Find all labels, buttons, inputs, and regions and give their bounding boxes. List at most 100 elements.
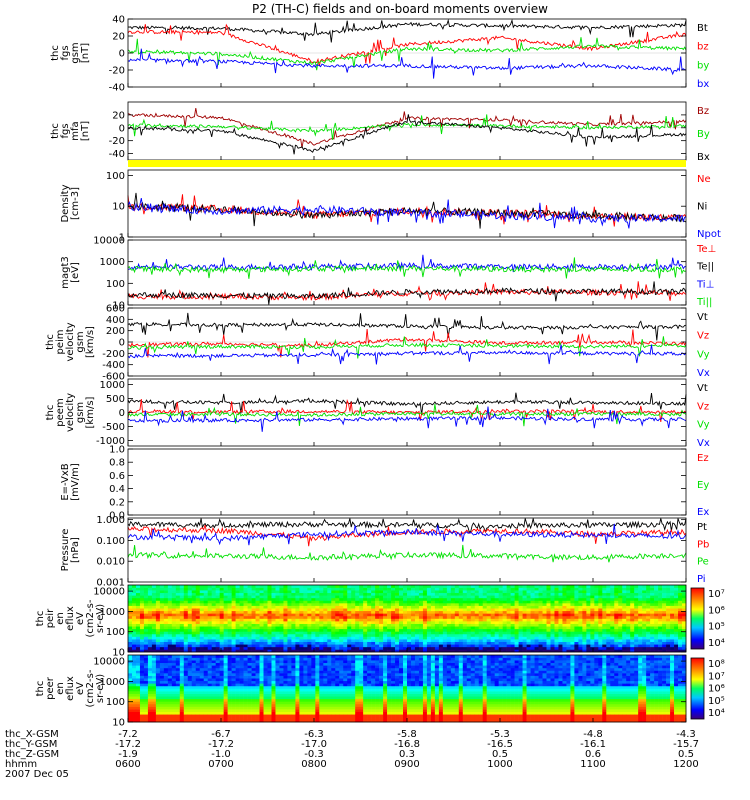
fgs-mfa-legend-By: By — [697, 129, 710, 140]
peim-velocity-legend-Vx: Vx — [697, 368, 710, 379]
fgs-mfa-ylabel-line: mfa — [70, 121, 81, 140]
density-ytick-label: 1 — [119, 233, 125, 244]
temperature-legend-Te⊥: Te⊥ — [696, 244, 716, 255]
fgs-gsm-ytick-label: -40 — [109, 83, 125, 94]
temperature-ylabel: magt3 [eV] — [60, 256, 81, 289]
xaxis-tick-label: -16.8 — [394, 739, 420, 750]
xaxis-tick-label: 1200 — [673, 759, 698, 770]
efield-ytick-label: 0.0 — [109, 511, 125, 522]
peem-velocity-ylabel-line: thc — [45, 405, 56, 421]
fgs-gsm-ytick-label: 0 — [119, 49, 125, 60]
fgs-gsm-ylabel: thc fgs gsm [nT] — [50, 42, 91, 63]
peem-velocity-ylabel: thc peem velocity gsm [km/s] — [45, 393, 96, 432]
date-label: 2007 Dec 05 — [5, 769, 69, 780]
peer-spectrogram-ylabel-line: peer — [45, 676, 56, 700]
fgs-mfa-ytick-label: 0 — [119, 123, 125, 134]
pressure-series-Pb — [127, 524, 687, 547]
pressure-series-Pi — [127, 523, 687, 546]
pressure-ytick-label: 1.000 — [96, 515, 125, 526]
fgs-gsm-ytick-label: 40 — [112, 15, 125, 26]
temperature-legend-Ti⊥: Ti⊥ — [696, 279, 714, 290]
efield-legend: Ez Ey Ex — [697, 453, 709, 518]
xaxis-tick-label: -1.0 — [211, 749, 231, 760]
xaxis-tick-label: -5.8 — [397, 729, 417, 740]
peir-spectrogram-ylabel: thc peir en eflux eV (cm2-s-sr-eV) — [35, 599, 106, 637]
xaxis-tick-label: 0.6 — [585, 749, 601, 760]
pressure-frame — [127, 517, 687, 583]
peem-velocity-ytick-label: -500 — [102, 422, 125, 433]
xaxis-tick-label: -17.2 — [208, 739, 234, 750]
peim-velocity-legend-Vt: Vt — [697, 312, 708, 323]
xaxis-tick-label: 1100 — [580, 759, 605, 770]
fgs-mfa-series-Bx — [127, 114, 687, 155]
density-legend-Ni: Ni — [697, 202, 707, 213]
density-ytick-label: 100 — [106, 171, 125, 182]
xaxis-tick-label: -1.9 — [118, 749, 138, 760]
peim-velocity-ylabel-line: [km/s] — [85, 326, 96, 358]
density-series-Ne — [127, 194, 687, 227]
peim-velocity-ytick-label: 600 — [106, 304, 125, 315]
peem-velocity-ylabel-line: [km/s] — [85, 396, 96, 428]
fgs-gsm-series-Bt — [127, 18, 687, 43]
peir-spectrogram-colorbar-tick: 10⁵ — [708, 622, 725, 633]
density-yticks: 100 10 1 — [106, 171, 686, 244]
pressure-ytick-label: 0.001 — [96, 578, 125, 589]
pressure-legend-Pb: Pb — [697, 539, 709, 550]
peim-velocity-ylabel-line: thc — [45, 334, 56, 350]
temperature-ytick-label: 10 — [112, 301, 125, 312]
efield-legend-Ex: Ex — [697, 507, 709, 518]
peer-spectrogram-yticks: 10000 1000 100 10 — [93, 657, 686, 729]
efield-ytick-label: 0.6 — [109, 471, 125, 482]
peim-velocity-ylabel-line: velocity — [65, 322, 76, 361]
temperature-ytick-label: 100 — [106, 279, 125, 290]
peem-velocity-legend-Vy: Vy — [697, 420, 710, 431]
peim-velocity-series-Vy — [127, 336, 687, 359]
density-ytick-label: 10 — [112, 202, 125, 213]
temperature-series-Te⊥ — [127, 281, 687, 301]
temperature-ylabel-line: magt3 — [60, 256, 71, 289]
xaxis-tick-label: 0600 — [115, 759, 140, 770]
peer-spectrogram-colorbar-tick: 10⁶ — [708, 684, 725, 695]
peim-velocity-series-Vz — [128, 328, 687, 358]
peim-velocity-series-Vt — [127, 312, 687, 341]
xaxis-row-label-2: thc_Z-GSM — [5, 749, 59, 760]
xaxis-tick-label: 0800 — [301, 759, 326, 770]
xaxis-tick-label: -4.3 — [676, 729, 696, 740]
pressure-yticks: 1.000 0.100 0.010 0.001 — [96, 515, 686, 589]
efield-legend-Ey: Ey — [697, 480, 709, 491]
density-legend: Ne Ni Npot — [697, 174, 721, 240]
xaxis-tick-label: -6.3 — [304, 729, 324, 740]
fgs-gsm-ytick-label: 20 — [112, 32, 125, 43]
fgs-mfa-ytick-label: -20 — [109, 136, 125, 147]
fgs-mfa-series-By — [127, 114, 687, 140]
density-legend-Npot: Npot — [697, 229, 721, 240]
fgs-mfa-ylabel-line: thc — [50, 123, 61, 139]
xaxis-tick-label: 0.5 — [678, 749, 694, 760]
peim-velocity-legend-Vz: Vz — [697, 331, 709, 342]
peir-spectrogram-colorbar-tick: 10⁷ — [708, 589, 725, 600]
temperature-legend-Te||: Te|| — [696, 262, 714, 273]
peem-velocity-series-Vt — [127, 392, 687, 415]
peir-spectrogram-ylabel-line: sr-eV) — [95, 604, 106, 633]
efield-ylabel-line: [mV/m] — [70, 463, 81, 501]
fgs-gsm-legend-bz: bz — [697, 42, 709, 53]
pressure-ylabel-line: [nPa] — [70, 537, 81, 563]
peem-velocity-ylabel-line: velocity — [65, 393, 76, 432]
peem-velocity-series-Vy — [127, 404, 687, 427]
peer-spectrogram-ytick-label: 1000 — [100, 677, 125, 688]
fgs-gsm-series-by — [127, 37, 687, 71]
peer-spectrogram-colorbar-scale — [690, 657, 705, 720]
peim-velocity-ytick-label: -600 — [102, 372, 125, 383]
peir-spectrogram-ylabel-line: (cm2-s- — [85, 599, 96, 637]
fgs-gsm-ylabel-line: fgs — [60, 45, 71, 60]
efield-ylabel: E=-VxB [mV/m] — [60, 463, 81, 501]
temperature-ylabel-line: [eV] — [70, 262, 81, 283]
panel-density: 100 10 1 Density [cm-3] Ne Ni Npot — [60, 169, 721, 244]
peim-velocity-legend-Vy: Vy — [697, 349, 710, 360]
peer-spectrogram-cells — [128, 655, 687, 723]
xaxis-tick-label: -7.2 — [118, 729, 138, 740]
peem-velocity-legend: Vt Vz Vy Vx — [697, 383, 710, 449]
